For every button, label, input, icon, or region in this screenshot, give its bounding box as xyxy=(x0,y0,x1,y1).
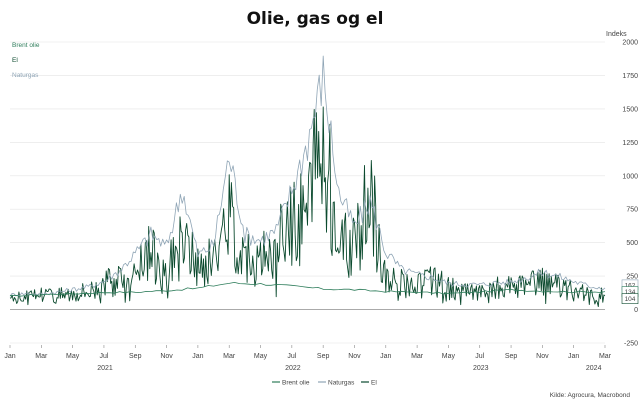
end-label: 162 xyxy=(625,282,636,289)
source-note: Kilde: Agrocura, Macrobond xyxy=(550,392,631,399)
x-tick-label: Mar xyxy=(411,353,424,360)
x-tick-label: Mar xyxy=(223,353,236,360)
x-tick-label: Jul xyxy=(475,353,484,360)
x-tick-label: Mar xyxy=(599,353,612,360)
x-tick-label: May xyxy=(442,353,456,360)
y-tick-label: -250 xyxy=(624,341,638,348)
y-tick-label: 0 xyxy=(634,307,638,314)
x-tick-label: Nov xyxy=(348,353,361,360)
x-year-label: 2023 xyxy=(473,365,489,372)
legend: Brent olie Naturgas El xyxy=(272,380,377,387)
x-tick-label: Mar xyxy=(35,353,48,360)
y-tick-label: 250 xyxy=(626,274,638,281)
x-tick-label: Jul xyxy=(99,353,108,360)
y-tick-label: 500 xyxy=(626,240,638,247)
x-tick-label: Sep xyxy=(505,353,518,360)
y-tick-label: 1250 xyxy=(622,140,638,147)
x-tick-label: Sep xyxy=(317,353,330,360)
top-label-el: El xyxy=(12,57,18,64)
x-tick-label: Jan xyxy=(192,353,203,360)
x-tick-label: Sep xyxy=(129,353,142,360)
x-year-label: 2022 xyxy=(285,365,301,372)
x-tick-label: Nov xyxy=(536,353,549,360)
x-tick-label: May xyxy=(254,353,268,360)
top-label-naturgas: Naturgas xyxy=(12,72,39,79)
series-lines xyxy=(9,55,606,308)
y-tick-label: 1000 xyxy=(622,173,638,180)
top-left-series-labels: Brent olie El Naturgas xyxy=(12,42,40,79)
x-tick-label: Jan xyxy=(4,353,15,360)
top-label-brent-olie: Brent olie xyxy=(12,42,40,49)
x-tick-label: Jan xyxy=(568,353,579,360)
y-tick-label: 1750 xyxy=(622,73,638,80)
x-year-label: 2021 xyxy=(97,365,113,372)
y-axis: -250 0 250 500 750 1000 1250 1500 1750 2000 xyxy=(622,40,638,348)
x-tick-label: Jan xyxy=(380,353,391,360)
gridlines xyxy=(10,41,605,344)
end-label: 104 xyxy=(625,296,636,303)
y-tick-label: 1500 xyxy=(622,106,638,113)
end-label-box xyxy=(621,293,639,304)
legend-label: Brent olie xyxy=(282,380,310,387)
legend-label: Naturgas xyxy=(328,380,355,387)
series-line-el xyxy=(9,106,606,308)
x-year-label: 2024 xyxy=(586,365,602,372)
end-label: 134 xyxy=(625,289,636,296)
y-axis-label: Indeks xyxy=(606,31,627,38)
x-axis: Jan Mar May Jul Sep Nov Jan Mar May Jul Sep Nov Jan M… xyxy=(4,345,612,372)
y-tick-label: 2000 xyxy=(622,40,638,47)
chart-title: Olie, gas og el xyxy=(247,9,384,29)
x-tick-label: Jul xyxy=(287,353,296,360)
x-tick-label: May xyxy=(66,353,80,360)
legend-label: El xyxy=(371,380,377,387)
x-tick-label: Nov xyxy=(160,353,173,360)
y-tick-label: 750 xyxy=(626,207,638,214)
series-line-brent-olie xyxy=(9,282,606,297)
series-line-naturgas xyxy=(9,55,606,297)
